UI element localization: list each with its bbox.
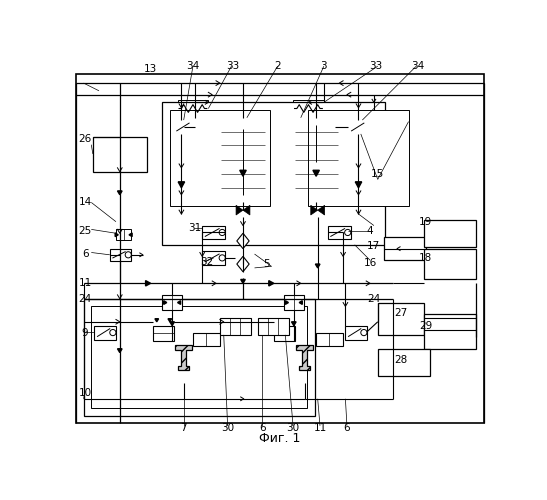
Bar <box>153 326 174 341</box>
Bar <box>193 334 220 345</box>
Text: 24: 24 <box>367 294 381 304</box>
Polygon shape <box>118 349 122 352</box>
Text: 6: 6 <box>344 423 350 433</box>
Polygon shape <box>318 206 324 215</box>
Polygon shape <box>311 206 318 215</box>
Polygon shape <box>175 345 192 370</box>
Text: 30: 30 <box>287 423 300 433</box>
Polygon shape <box>178 300 181 304</box>
Polygon shape <box>241 280 245 283</box>
Bar <box>378 349 430 376</box>
Text: 11: 11 <box>313 423 327 433</box>
Polygon shape <box>118 191 122 194</box>
Polygon shape <box>236 206 243 215</box>
Text: 26: 26 <box>79 134 92 144</box>
Text: 16: 16 <box>363 258 377 268</box>
Bar <box>91 306 307 408</box>
Bar <box>220 118 266 202</box>
Text: 25: 25 <box>79 226 92 236</box>
Polygon shape <box>292 322 296 326</box>
Bar <box>110 248 131 261</box>
Bar <box>378 302 424 335</box>
Bar <box>84 298 315 416</box>
Bar <box>274 326 295 341</box>
Polygon shape <box>155 318 159 322</box>
Bar <box>170 110 270 206</box>
Text: 11: 11 <box>79 278 92 288</box>
Bar <box>424 220 476 247</box>
Polygon shape <box>299 300 302 304</box>
Bar <box>178 100 208 117</box>
Text: 24: 24 <box>79 294 92 304</box>
Text: 31: 31 <box>188 223 201 233</box>
Text: Фиг. 1: Фиг. 1 <box>259 432 301 446</box>
Text: 3: 3 <box>321 61 327 71</box>
Text: 30: 30 <box>221 423 234 433</box>
Text: 28: 28 <box>394 356 408 366</box>
Bar <box>328 226 351 239</box>
Bar <box>162 295 182 310</box>
Bar <box>202 251 225 265</box>
Polygon shape <box>115 233 118 236</box>
Bar <box>424 248 476 280</box>
Polygon shape <box>129 233 132 236</box>
Polygon shape <box>170 322 174 326</box>
Polygon shape <box>178 182 185 188</box>
Text: 15: 15 <box>371 169 385 179</box>
Text: 5: 5 <box>263 259 270 269</box>
Text: 2: 2 <box>275 61 281 71</box>
Polygon shape <box>240 170 246 176</box>
Bar <box>345 326 367 340</box>
Bar <box>202 226 225 239</box>
Text: 17: 17 <box>367 242 381 252</box>
Text: 6: 6 <box>82 249 89 259</box>
Text: 9: 9 <box>82 328 89 338</box>
Polygon shape <box>168 318 172 322</box>
Text: 19: 19 <box>419 216 432 226</box>
Bar <box>293 100 324 117</box>
Polygon shape <box>355 182 362 188</box>
Polygon shape <box>313 170 319 176</box>
Bar <box>316 334 343 345</box>
Text: 14: 14 <box>79 198 92 207</box>
Bar <box>348 120 370 134</box>
Text: 18: 18 <box>419 253 432 263</box>
Bar <box>309 110 409 206</box>
Polygon shape <box>316 264 320 268</box>
Text: 6: 6 <box>259 423 265 433</box>
Bar <box>284 295 304 310</box>
Text: 33: 33 <box>226 61 240 71</box>
Bar <box>293 118 339 202</box>
Bar <box>424 314 476 349</box>
Text: 33: 33 <box>370 61 383 71</box>
Text: 27: 27 <box>394 308 408 318</box>
Polygon shape <box>296 345 313 370</box>
Polygon shape <box>243 206 250 215</box>
Bar <box>174 120 195 134</box>
Polygon shape <box>237 256 249 272</box>
Polygon shape <box>146 280 150 286</box>
Text: 34: 34 <box>187 61 200 71</box>
Text: 29: 29 <box>419 320 432 330</box>
Text: 32: 32 <box>200 256 213 266</box>
Bar <box>220 318 251 335</box>
Bar <box>95 326 116 340</box>
Bar <box>384 237 426 260</box>
Text: 13: 13 <box>144 64 157 74</box>
Text: 7: 7 <box>181 423 187 433</box>
Polygon shape <box>164 300 167 304</box>
Polygon shape <box>269 280 274 286</box>
Bar <box>116 230 131 240</box>
Bar <box>258 318 289 335</box>
Text: 4: 4 <box>366 226 374 236</box>
Text: 10: 10 <box>79 388 92 398</box>
Bar <box>162 102 386 245</box>
Bar <box>93 137 147 172</box>
Polygon shape <box>237 233 249 248</box>
Text: 34: 34 <box>411 61 424 71</box>
Polygon shape <box>286 300 288 304</box>
